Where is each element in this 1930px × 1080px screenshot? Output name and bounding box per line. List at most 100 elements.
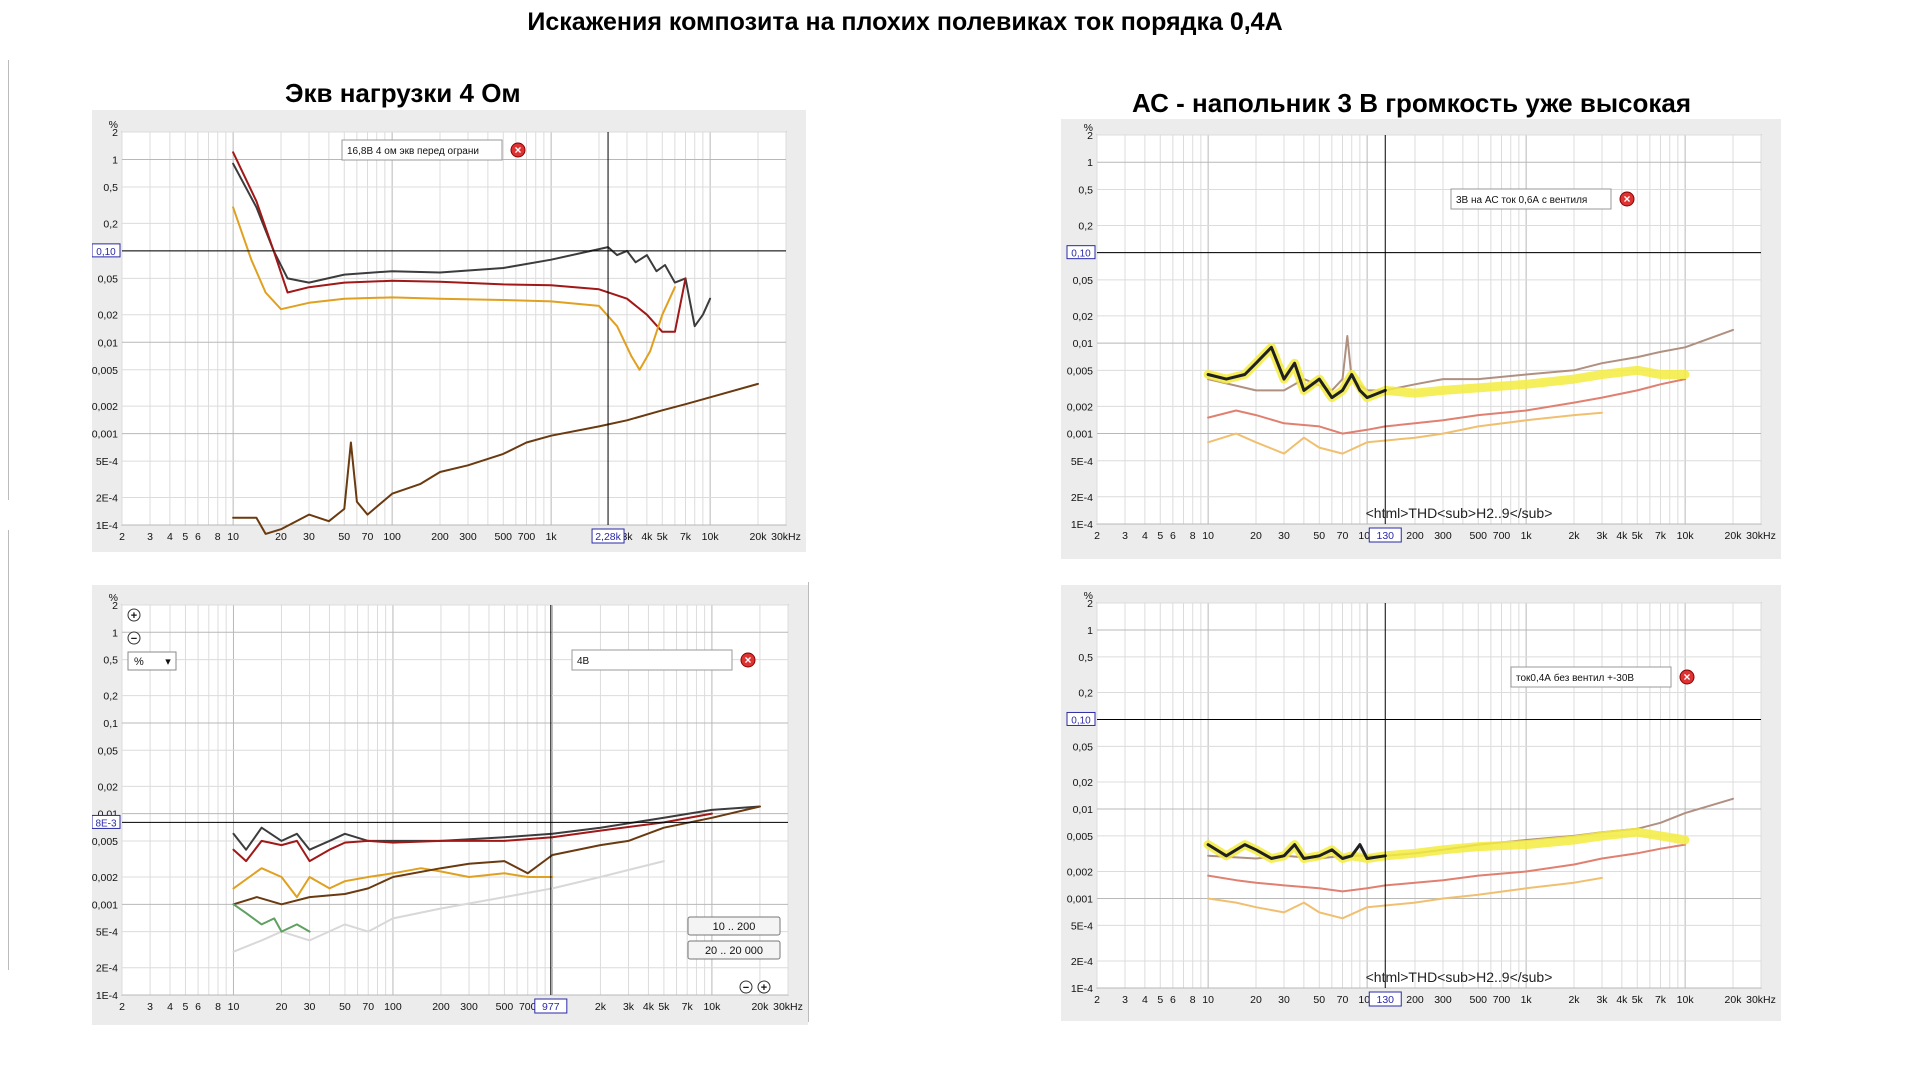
x-tick-label: 200 bbox=[1406, 994, 1424, 1006]
legend-close-icon[interactable] bbox=[510, 142, 526, 158]
plot-area bbox=[121, 131, 787, 526]
x-tick-label: 50 bbox=[338, 531, 350, 543]
legend-close-glyph: × bbox=[744, 653, 751, 667]
x-tick-label: 4 bbox=[167, 1001, 173, 1013]
x-tick-label: 700 bbox=[519, 1001, 537, 1013]
x-tick-label: 4 bbox=[167, 531, 173, 543]
x-tick-label: 100 bbox=[384, 1001, 402, 1013]
x-tick-label: 50 bbox=[339, 1001, 351, 1013]
legend-close-icon[interactable] bbox=[740, 652, 756, 668]
legend-label: 4В bbox=[577, 656, 590, 667]
zoom-out-icon[interactable] bbox=[127, 631, 141, 645]
y-tick-label: 0,001 bbox=[92, 899, 118, 911]
y-tick-label: 0,2 bbox=[103, 218, 118, 230]
range-button[interactable] bbox=[687, 916, 781, 936]
x-tick-label: 300 bbox=[460, 1001, 478, 1013]
plot-area bbox=[1096, 602, 1762, 989]
x-tick-label: 30 bbox=[303, 531, 315, 543]
x-tick-label: 8 bbox=[1190, 994, 1196, 1006]
x-tick-label: 6 bbox=[195, 531, 201, 543]
y-tick-label: 5E-4 bbox=[1071, 456, 1093, 468]
x-tick-label: 4k bbox=[643, 1001, 655, 1013]
grid bbox=[121, 604, 789, 996]
x-tick-label: 200 bbox=[432, 1001, 450, 1013]
x-tick-label: 2 bbox=[119, 531, 125, 543]
y-tick-label: 0,002 bbox=[92, 401, 118, 413]
zoom-out-x-icon[interactable] bbox=[739, 980, 753, 994]
x-tick-label: 8 bbox=[215, 1001, 221, 1013]
thd-footer-label: <html>THD<sub>H2..9</sub> bbox=[1366, 969, 1553, 985]
x-tick-label: 20 bbox=[275, 531, 287, 543]
range-button[interactable] bbox=[687, 940, 781, 960]
zoom-in-x-icon[interactable] bbox=[757, 980, 771, 994]
range-button-label: 20 .. 20 000 bbox=[705, 945, 763, 957]
y-tick-label: 2E-4 bbox=[1071, 956, 1093, 968]
x-tick-label: 30kHz bbox=[773, 1001, 803, 1013]
y-tick-label: % bbox=[109, 119, 118, 131]
x-tick-label: 20k bbox=[1725, 530, 1743, 542]
y-tick-label: % bbox=[109, 592, 118, 604]
y-tick-label: 0,01 bbox=[1073, 338, 1094, 350]
cursor-x-box bbox=[1368, 991, 1402, 1007]
x-tick-label: 700 bbox=[1493, 530, 1511, 542]
x-tick-label: 20k bbox=[1725, 994, 1743, 1006]
y-tick-label: % bbox=[1084, 590, 1093, 602]
y-tick-label: 0,005 bbox=[1067, 365, 1093, 377]
x-tick-label: 4k bbox=[1616, 530, 1628, 542]
series-line-3 bbox=[232, 382, 759, 535]
series-line-4 bbox=[1206, 843, 1387, 860]
y-tick-label: 0,001 bbox=[1067, 893, 1093, 905]
x-tick-label: 8 bbox=[215, 531, 221, 543]
x-tick-label: 20 bbox=[1250, 994, 1262, 1006]
y-tick-label: 0,005 bbox=[1067, 831, 1093, 843]
x-tick-label: 8 bbox=[1190, 530, 1196, 542]
legend-close-glyph: × bbox=[1683, 670, 1690, 684]
x-tick-label: 3 bbox=[147, 1001, 153, 1013]
y-tick-label: 2 bbox=[1087, 130, 1093, 142]
y-tick-label: 5E-4 bbox=[96, 927, 118, 939]
y-tick-label: 0,05 bbox=[98, 273, 119, 285]
chevron-down-icon: ▾ bbox=[165, 656, 171, 668]
x-tick-label: 10k bbox=[1677, 994, 1695, 1006]
left-crop-edge-top bbox=[8, 60, 9, 500]
left-crop-edge-bottom bbox=[8, 530, 9, 970]
legend-close-icon[interactable] bbox=[1679, 669, 1695, 685]
legend-box bbox=[341, 139, 503, 161]
series-line-2 bbox=[1207, 411, 1603, 455]
y-tick-label: 2E-4 bbox=[96, 963, 118, 975]
y-tick-label: 5E-4 bbox=[96, 456, 118, 468]
y-tick-label: 1E-4 bbox=[96, 990, 118, 1002]
cursor-x-box bbox=[1368, 527, 1402, 543]
chart-panel-4: %210,50,20,10,050,020,010,0050,0020,0015… bbox=[1061, 585, 1781, 1021]
cursor-x-box bbox=[591, 528, 625, 544]
series-line-3 bbox=[232, 805, 761, 906]
range-button-label: 10 .. 200 bbox=[713, 921, 756, 933]
x-tick-label: 5 bbox=[1157, 530, 1163, 542]
chart-1-svg: %210,50,20,10,050,020,010,0050,0020,0015… bbox=[92, 119, 801, 544]
legend-close-icon[interactable] bbox=[1619, 191, 1635, 207]
y-tick-label: 0,002 bbox=[92, 872, 118, 884]
x-tick-label: 500 bbox=[1470, 994, 1488, 1006]
cursor-y-label: 0,10 bbox=[1071, 715, 1091, 726]
x-tick-label: 200 bbox=[1406, 530, 1424, 542]
y-tick-label: 1 bbox=[1087, 625, 1093, 637]
zoom-in-icon[interactable] bbox=[127, 608, 141, 622]
legend-box bbox=[1510, 666, 1672, 688]
x-tick-label: 300 bbox=[459, 531, 477, 543]
series-line-4 bbox=[232, 860, 665, 953]
x-tick-label: 20k bbox=[750, 531, 768, 543]
unit-select[interactable] bbox=[127, 651, 177, 671]
series-line-4 bbox=[1206, 345, 1387, 400]
x-tick-label: 500 bbox=[1470, 530, 1488, 542]
x-tick-label: 1k bbox=[1521, 530, 1533, 542]
y-tick-label: 0,05 bbox=[1073, 275, 1094, 287]
y-tick-label: 0,5 bbox=[1078, 184, 1093, 196]
y-tick-label: 0,05 bbox=[1073, 741, 1094, 753]
series-line-1 bbox=[232, 812, 713, 863]
unit-select-value: % bbox=[134, 656, 144, 668]
legend-box bbox=[1450, 188, 1612, 210]
x-tick-label: 3 bbox=[1122, 530, 1128, 542]
y-tick-label: 5E-4 bbox=[1071, 920, 1093, 932]
chart-panel-2: %210,50,20,10,050,020,010,0050,0020,0015… bbox=[1061, 119, 1781, 559]
x-tick-label: 10 bbox=[228, 1001, 240, 1013]
